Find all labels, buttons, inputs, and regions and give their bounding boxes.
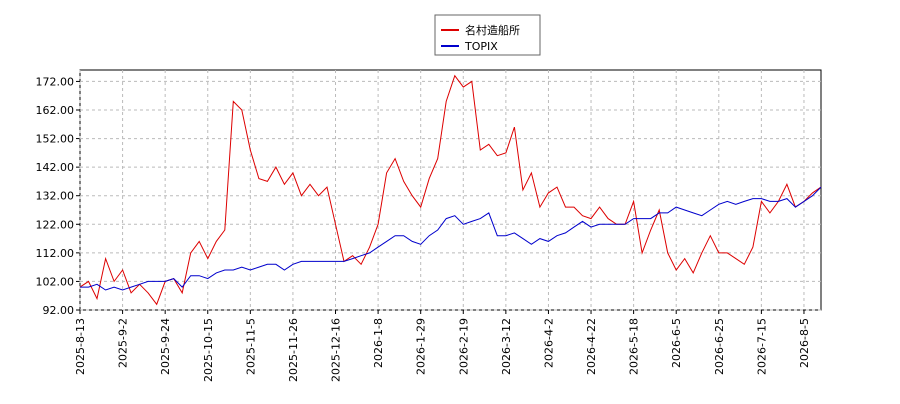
x-tick-label: 2026-5-18	[628, 318, 641, 375]
x-tick-label: 2026-1-8	[372, 318, 385, 368]
y-tick-label: 142.00	[36, 161, 75, 174]
y-tick-label: 92.00	[43, 304, 75, 317]
x-tick-label: 2026-4-2	[542, 318, 555, 368]
x-tick-label: 2025-11-26	[287, 318, 300, 382]
y-tick-label: 172.00	[36, 75, 75, 88]
x-tick-label: 2026-3-12	[500, 318, 513, 375]
series-line	[80, 186, 822, 291]
x-tick-label: 2025-8-13	[74, 318, 87, 375]
series-line	[79, 74, 822, 306]
x-tick-label: 2026-2-19	[457, 318, 470, 375]
x-tick-label: 2026-1-29	[415, 318, 428, 375]
legend	[434, 14, 541, 56]
x-tick-label: 2025-12-16	[330, 318, 343, 382]
x-tick-label: 2026-8-5	[798, 318, 811, 368]
x-tick-label: 2026-7-15	[755, 318, 768, 375]
x-tick-label: 2025-9-2	[117, 318, 130, 368]
x-tick-label: 2025-11-5	[244, 318, 257, 375]
y-tick-label: 122.00	[36, 218, 75, 231]
x-tick-label: 2025-10-15	[202, 318, 215, 382]
x-tick-label: 2026-4-22	[585, 318, 598, 375]
x-tick-label: 2025-9-24	[159, 318, 172, 375]
y-tick-label: 132.00	[36, 190, 75, 203]
y-tick-label: 162.00	[36, 104, 75, 117]
x-tick-label: 2026-6-25	[713, 318, 726, 375]
plot-area	[79, 69, 822, 311]
y-tick-label: 102.00	[36, 275, 75, 288]
legend-label: 名村造船所	[465, 23, 520, 37]
x-tick-label: 2026-6-5	[670, 318, 683, 368]
y-tick-label: 112.00	[36, 247, 75, 260]
legend-label: TOPIX	[464, 40, 498, 53]
y-tick-label: 152.00	[36, 133, 75, 146]
